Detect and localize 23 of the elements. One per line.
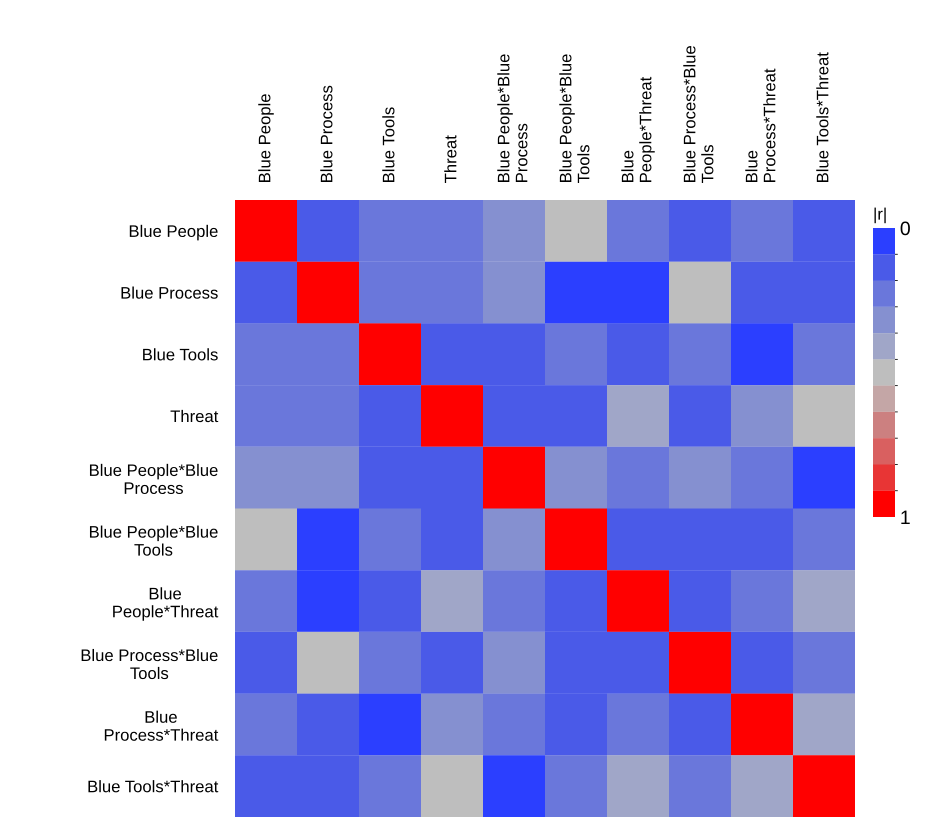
y-tick-label: Blue Process*Threat bbox=[104, 710, 218, 741]
color-bar-title: |r| bbox=[874, 208, 886, 224]
x-tick-label: Blue People*Threat bbox=[621, 76, 655, 182]
color-bar-label: 0 bbox=[900, 221, 910, 236]
x-tick-label: Blue People*Blue Process bbox=[497, 54, 528, 182]
y-tick-label: Blue Tools*Threat bbox=[88, 780, 218, 792]
y-tick-label: Blue People*Blue Process bbox=[90, 464, 218, 494]
y-tick-label: Blue People*Blue Tools bbox=[90, 526, 218, 556]
x-tick-label: Threat bbox=[444, 135, 456, 183]
y-tick-label: Blue Process bbox=[122, 286, 218, 299]
color-bar-label: 1 bbox=[901, 510, 910, 524]
x-tick-label: Blue People bbox=[258, 94, 274, 182]
x-tick-label: Blue Process*Threat bbox=[745, 68, 776, 182]
x-tick-label: Blue People*Blue Tools bbox=[559, 54, 590, 183]
x-tick-label: Blue Tools bbox=[382, 107, 394, 182]
y-tick-label: Blue People*Threat bbox=[113, 587, 218, 621]
y-tick-label: Blue Process*Blue Tools bbox=[82, 648, 218, 680]
y-tick-label: Blue Tools bbox=[143, 348, 218, 360]
x-tick-label: Blue Process bbox=[320, 86, 332, 182]
x-tick-label: Blue Process*Blue Tools bbox=[683, 46, 714, 183]
y-tick-label: Threat bbox=[170, 410, 218, 422]
x-tick-label: Blue Tools*Threat bbox=[816, 52, 828, 182]
y-tick-label: Blue People bbox=[130, 224, 218, 240]
